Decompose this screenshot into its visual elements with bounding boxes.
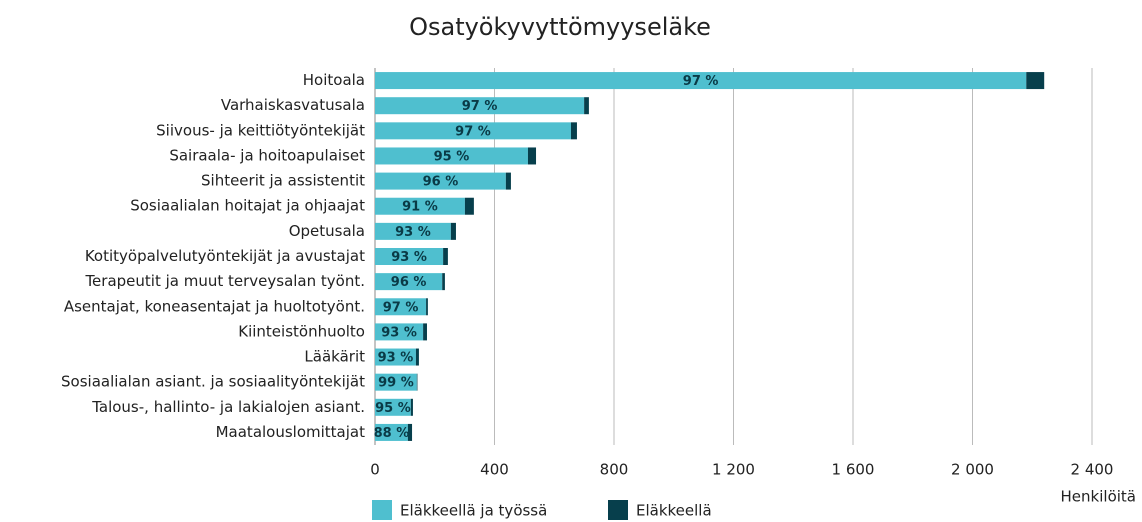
- data-label: 95 %: [434, 149, 470, 164]
- bar-segment: [375, 72, 1027, 90]
- legend-swatch: [608, 500, 628, 520]
- bar-segment: [527, 147, 537, 165]
- bar-segment: [375, 197, 465, 215]
- bar-segment: [570, 122, 577, 140]
- legend-label: Eläkkeellä: [636, 502, 712, 520]
- x-tick-label: 1 600: [832, 461, 875, 479]
- x-tick-label: 2 400: [1071, 461, 1114, 479]
- bar-segment: [443, 248, 448, 265]
- bar-segment: [375, 273, 443, 291]
- category-label: Opetusala: [289, 222, 365, 240]
- bar-segment: [505, 172, 511, 190]
- data-label: 91 %: [402, 200, 438, 215]
- x-tick-label: 400: [480, 461, 509, 479]
- category-label: Siivous- ja keittiötyöntekijät: [156, 121, 365, 139]
- category-label: Sosiaalialan hoitajat ja ohjaajat: [130, 197, 365, 215]
- category-label: Kiinteistönhuolto: [238, 322, 365, 340]
- x-tick-label: 1 200: [712, 461, 755, 479]
- data-label: 97 %: [462, 99, 498, 114]
- data-label: 93 %: [381, 325, 417, 340]
- data-label: 97 %: [683, 74, 719, 89]
- legend-swatch: [372, 500, 392, 520]
- category-label: Kotityöpalvelutyöntekijät ja avustajat: [85, 247, 365, 265]
- bar-segment: [1026, 72, 1045, 90]
- legend-label: Eläkkeellä ja työssä: [400, 502, 547, 520]
- bar-segment: [415, 348, 419, 366]
- category-label: Maatalouslomittajat: [216, 423, 366, 441]
- data-label: 95 %: [375, 401, 411, 416]
- category-label: Talous-, hallinto- ja lakialojen asiant.: [91, 398, 365, 416]
- data-label: 97 %: [383, 300, 419, 315]
- bar-segment: [375, 222, 451, 240]
- data-label: 93 %: [391, 250, 427, 265]
- bar-segment: [375, 122, 571, 140]
- bar-segment: [375, 172, 506, 190]
- bar-segment: [410, 398, 413, 416]
- bar-segment: [375, 298, 427, 316]
- bar-segment: [407, 423, 413, 441]
- x-tick-label: 800: [600, 461, 629, 479]
- category-label: Terapeutit ja muut terveysalan työnt.: [84, 272, 365, 290]
- data-label: 96 %: [423, 175, 459, 190]
- bar-segment: [375, 323, 424, 341]
- bar-segment: [375, 423, 408, 441]
- bar-segment: [375, 348, 416, 366]
- bar-segment: [375, 97, 585, 115]
- bar-segment: [375, 248, 444, 265]
- bar-segment: [375, 147, 528, 165]
- bar-segment: [584, 97, 589, 115]
- category-label: Varhaiskasvatusala: [221, 96, 365, 114]
- x-tick-label: 0: [370, 461, 380, 479]
- category-label: Sihteerit ja assistentit: [201, 172, 365, 190]
- bar-segment: [442, 273, 445, 291]
- data-label: 88 %: [374, 426, 410, 441]
- x-axis-label: Henkilöitä: [1061, 488, 1136, 506]
- x-tick-label: 2 000: [951, 461, 994, 479]
- category-label: Hoitoala: [303, 71, 365, 89]
- bar-segment: [426, 298, 428, 316]
- bar-segment: [450, 222, 456, 240]
- bar-segment: [464, 197, 474, 215]
- category-label: Lääkärit: [304, 348, 365, 366]
- bar-segment: [375, 373, 417, 391]
- data-label: 96 %: [391, 275, 427, 290]
- category-label: Asentajat, koneasentajat ja huoltotyönt.: [64, 297, 365, 315]
- data-label: 93 %: [395, 225, 431, 240]
- bar-segment: [423, 323, 427, 341]
- bar-segment: [375, 398, 411, 416]
- data-label: 99 %: [378, 376, 414, 391]
- data-label: 97 %: [455, 124, 491, 139]
- chart-title: Osatyökyvyttömyyseläke: [409, 13, 711, 41]
- category-label: Sosiaalialan asiant. ja sosiaalityönteki…: [61, 373, 365, 391]
- data-label: 93 %: [378, 351, 414, 366]
- category-label: Sairaala- ja hoitoapulaiset: [169, 146, 365, 164]
- bar-segment: [416, 373, 418, 391]
